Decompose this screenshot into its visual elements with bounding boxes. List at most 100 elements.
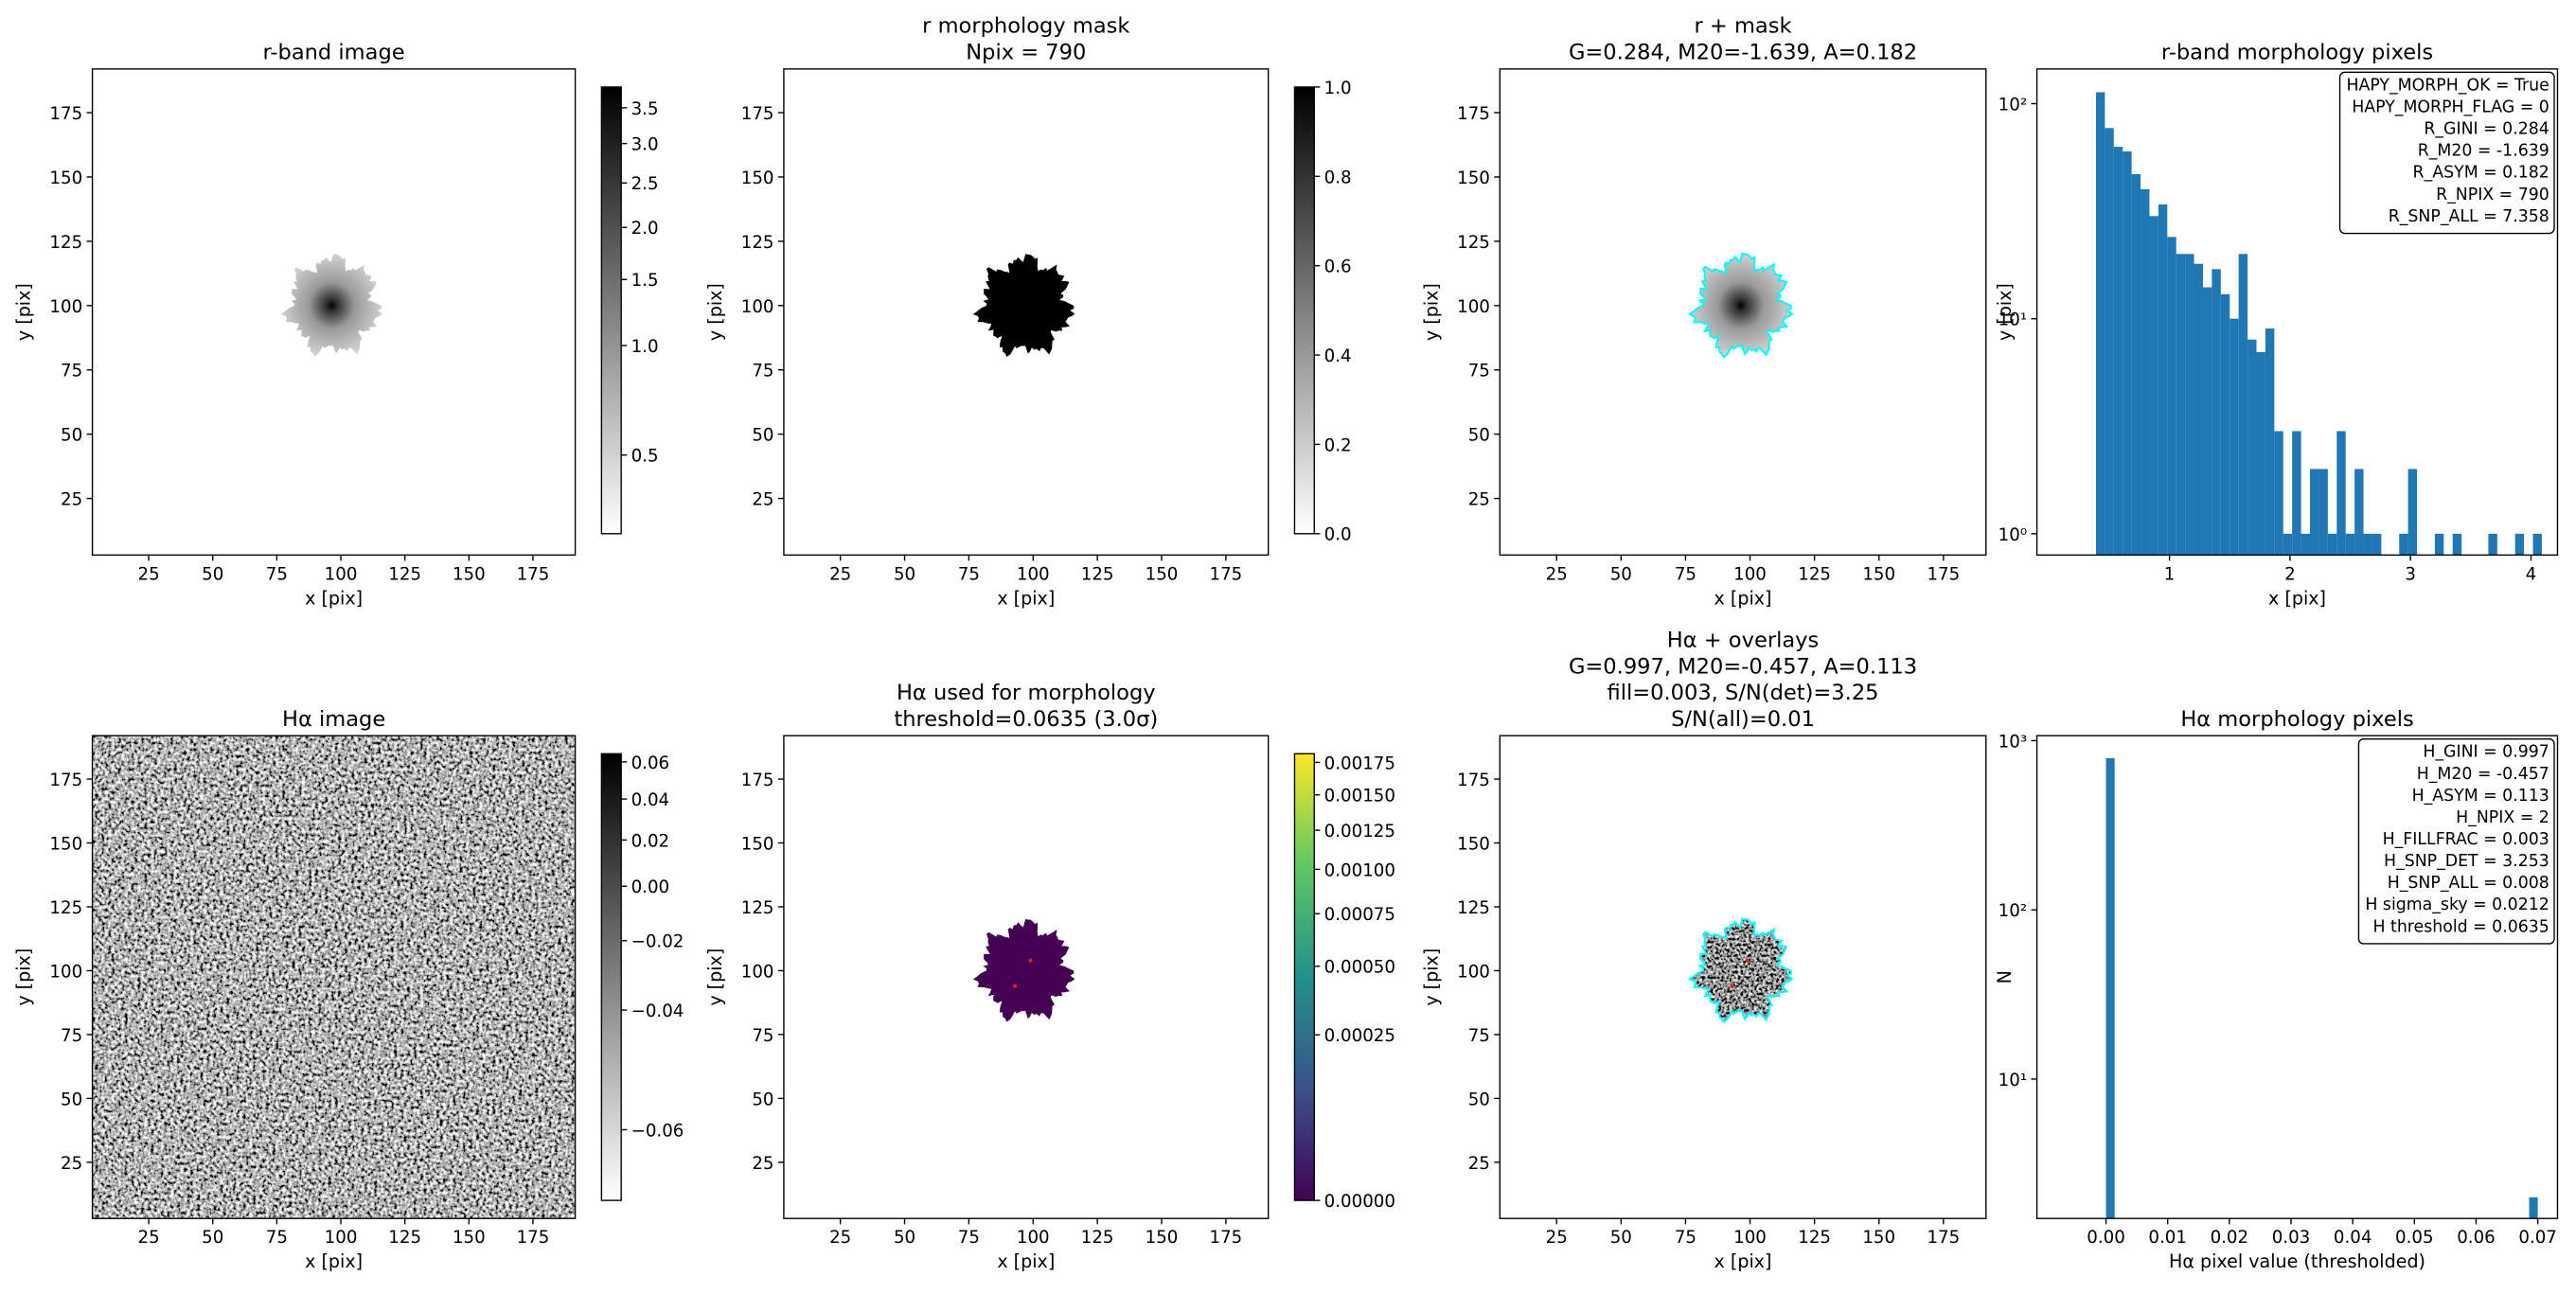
y-tick-label: 75: [752, 1026, 773, 1046]
panel: 1 2 3 4 10⁰ 10¹ 10² x [pix] y [pix] r-band morpho…: [1995, 40, 2559, 609]
histogram-bar: [2345, 533, 2355, 556]
histogram-bar: [2149, 216, 2159, 556]
x-axis-label: x [pix]: [997, 1251, 1055, 1272]
colorbar-tick-label: 2.5: [631, 174, 659, 194]
colorbar: [600, 86, 622, 535]
x-tick-label: 175: [1927, 1228, 1960, 1248]
histogram-bar: [2256, 351, 2265, 556]
colorbar-tick-label: 2.0: [631, 219, 659, 239]
y-tick-label: 175: [1457, 104, 1490, 124]
x-axis-label: x [pix]: [1714, 588, 1772, 609]
galaxy-image: [1689, 918, 1792, 1022]
histogram-bar: [2105, 757, 2115, 1219]
y-axis-label: y [pix]: [1995, 283, 2016, 341]
x-tick-label: 25: [829, 1228, 851, 1248]
y-tick-label: 125: [49, 898, 82, 918]
y-tick-label: 175: [741, 104, 774, 124]
colorbar-tick-label: 0.00125: [1324, 822, 1395, 842]
panel-title: G=0.997, M20=-0.457, A=0.113: [1569, 654, 1917, 679]
annotation-text: R_M20 = -1.639: [2418, 142, 2549, 161]
panel-title: Hα used for morphology: [897, 681, 1156, 705]
y-tick-label: 100: [1457, 297, 1490, 317]
annotation-text: HAPY_MORPH_OK = True: [2346, 76, 2549, 95]
axes-frame: [91, 735, 577, 1219]
plot-area: [92, 736, 576, 1219]
histogram-bar: [2095, 92, 2105, 556]
y-axis-label: y [pix]: [14, 283, 35, 341]
colorbar-tick-label: 1.0: [1324, 79, 1352, 98]
colorbar-tick-label: 0.02: [631, 831, 670, 851]
axes-frame: [783, 735, 1270, 1219]
x-axis-label: x [pix]: [1714, 1251, 1772, 1272]
x-axis-label: x [pix]: [305, 1251, 363, 1272]
histogram-bar: [2202, 287, 2212, 556]
x-tick-label: 0.00: [2087, 1228, 2125, 1248]
x-axis-label: x [pix]: [997, 588, 1055, 609]
axes-frame: [1499, 68, 1987, 557]
axes-frame: [1499, 735, 1987, 1219]
x-tick-label: 4: [2526, 564, 2537, 584]
galaxy-image: [1689, 254, 1792, 358]
histogram-bar: [2318, 469, 2328, 556]
annotation-box: [2357, 737, 2555, 945]
histogram-bar: [2283, 533, 2293, 556]
y-axis-label: y [pix]: [705, 948, 726, 1006]
x-tick-label: 100: [1733, 564, 1767, 584]
panel-title: threshold=0.0635 (3.0σ): [894, 707, 1158, 732]
y-tick-label: 50: [752, 426, 773, 446]
annotation-text: R_SNP_ALL = 7.358: [2389, 207, 2549, 226]
annotation-text: H_FILLFRAC = 0.003: [2383, 830, 2549, 849]
y-tick-label: 150: [1457, 168, 1490, 188]
y-tick-label: 125: [49, 233, 82, 253]
panel-title: r morphology mask: [922, 14, 1129, 39]
x-tick-label: 125: [388, 564, 421, 584]
y-tick-label: 125: [1457, 233, 1490, 253]
plot-area: [972, 254, 1075, 357]
x-tick-label: 25: [138, 564, 160, 584]
y-tick-label: 75: [1468, 362, 1490, 381]
y-tick-label: 150: [741, 834, 774, 854]
detected-pixel: [1730, 984, 1734, 988]
x-axis-label: x [pix]: [305, 588, 363, 609]
plot-area: [2105, 757, 2538, 1219]
histogram-bar: [2310, 469, 2319, 556]
annotation-text: R_NPIX = 790: [2436, 186, 2549, 204]
y-axis-label: y [pix]: [14, 948, 35, 1006]
x-axis-label: x [pix]: [2268, 588, 2326, 609]
y-tick-label: 150: [49, 168, 82, 188]
plot-area: [280, 254, 382, 357]
colorbar-tick-label: 3.5: [631, 99, 659, 119]
panel-title: Hα image: [282, 707, 385, 732]
histogram-bar: [2336, 431, 2346, 556]
annotation-text: R_GINI = 0.284: [2424, 120, 2549, 139]
histogram-bar: [2131, 174, 2141, 556]
panel-title: S/N(all)=0.01: [1671, 707, 1815, 732]
y-tick-label: 100: [49, 297, 82, 317]
y-tick-label: 25: [61, 1154, 82, 1174]
y-tick-label: 125: [741, 898, 774, 918]
x-tick-label: 125: [1081, 1228, 1114, 1248]
histogram-bar: [2158, 204, 2168, 556]
histogram-bar: [2407, 469, 2418, 556]
y-tick-label: 150: [49, 834, 82, 854]
histogram-bar: [2141, 188, 2150, 556]
x-tick-label: 0.02: [2211, 1228, 2249, 1248]
x-tick-label: 125: [388, 1228, 421, 1248]
panel: 25 50 75 100 125 150 175 25 50 75 100 125 150 175 x [p…: [705, 14, 1352, 610]
y-tick-label: 50: [61, 1090, 82, 1109]
histogram-bar: [2220, 293, 2230, 556]
x-tick-label: 2: [2284, 564, 2296, 584]
x-tick-label: 50: [202, 1228, 223, 1248]
colorbar-tick-label: 0.8: [1324, 168, 1352, 187]
panel-title: r-band morphology pixels: [2161, 40, 2433, 64]
y-tick-label: 75: [1468, 1026, 1490, 1046]
panel-title: r + mask: [1694, 14, 1791, 39]
y-tick-label: 25: [752, 1154, 773, 1174]
colorbar: [1293, 86, 1315, 535]
y-tick-label: 50: [1468, 426, 1490, 446]
colorbar-tick-label: 0.00025: [1324, 1026, 1395, 1046]
y-tick-label: 10¹: [1999, 310, 2027, 330]
colorbar-tick-label: −0.02: [631, 932, 684, 952]
histogram-bar: [2452, 533, 2462, 556]
y-tick-label: 10²: [1999, 95, 2027, 115]
